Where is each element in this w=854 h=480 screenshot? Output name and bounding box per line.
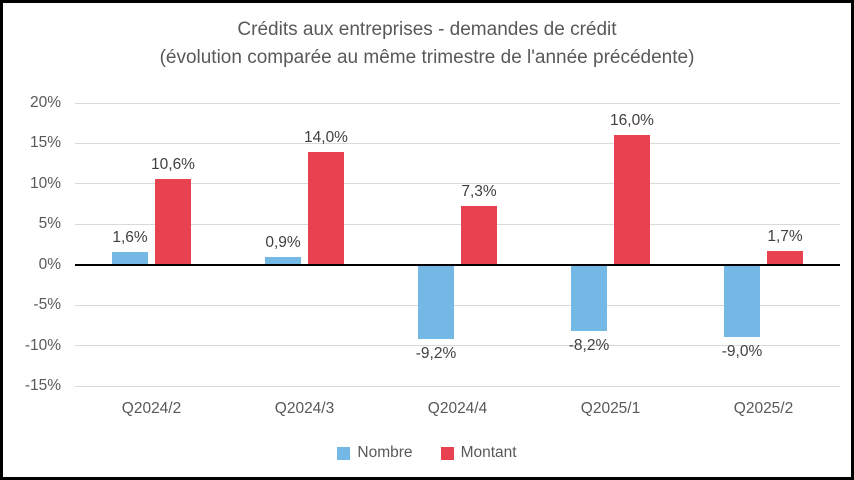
x-tick-label: Q2024/2: [121, 400, 182, 417]
data-label: -8,2%: [568, 337, 610, 355]
y-tick-label: 5%: [38, 215, 61, 233]
data-label: 0,9%: [265, 234, 301, 252]
data-label: 16,0%: [610, 112, 654, 130]
data-label: -9,0%: [721, 343, 763, 361]
legend-item-nombre: Nombre: [337, 444, 413, 462]
y-tick-label: 20%: [29, 94, 61, 111]
y-tick-label: 0%: [38, 255, 61, 273]
montant-bar-q2025-1: [614, 135, 650, 265]
gridline: [75, 385, 840, 387]
legend-item-montant: Montant: [440, 444, 517, 462]
gridline: [75, 102, 840, 104]
y-tick-label: 10%: [29, 174, 61, 192]
nombre-bar-q2025-1: [571, 264, 607, 331]
montant-bar-q2024-4: [461, 205, 497, 265]
y-tick-label: -15%: [24, 377, 61, 394]
gridline: [75, 304, 840, 306]
chart-legend: Nombre Montant: [3, 444, 851, 462]
gridline: [75, 142, 840, 144]
x-tick-label: Q2024/4: [427, 400, 488, 417]
x-tick-label: Q2025/1: [580, 400, 641, 417]
legend-label-montant: Montant: [460, 444, 517, 461]
data-label: 10,6%: [151, 156, 195, 173]
gridline: [75, 223, 840, 225]
montant-bar-q2025-2: [767, 250, 803, 265]
nombre-bar-q2024-3: [265, 257, 301, 265]
gridline: [75, 345, 840, 347]
chart-subtitle: (évolution comparée au même trimestre de…: [159, 47, 695, 68]
legend-swatch-nombre-icon: [337, 446, 351, 460]
legend-label-nombre: Nombre: [357, 444, 413, 461]
data-label: 7,3%: [461, 182, 497, 200]
nombre-bar-q2024-4: [418, 264, 454, 340]
y-axis-labels: 20% 15% 10% 5% 0% -5% -10% -15%: [3, 94, 61, 394]
legend-swatch-montant-icon: [440, 446, 454, 460]
nombre-bar-q2024-2: [112, 251, 148, 265]
x-tick-label: Q2025/2: [733, 400, 794, 417]
nombre-bar-q2025-2: [724, 264, 760, 338]
zero-axis-line: [75, 263, 840, 266]
data-label: -9,2%: [415, 345, 457, 363]
chart-title-block: Crédits aux entreprises - demandes de cr…: [3, 16, 851, 72]
y-tick-label: 15%: [29, 134, 61, 152]
data-label: 1,6%: [112, 228, 148, 246]
y-tick-label: -10%: [24, 336, 61, 354]
y-tick-label: -5%: [33, 296, 61, 314]
gridline: [75, 183, 840, 185]
montant-bar-q2024-3: [308, 151, 344, 265]
data-label: 1,7%: [767, 227, 803, 245]
data-label: 14,0%: [304, 128, 348, 146]
plot-area: 1,6% 10,6% 0,9% 14,0% -9,2% 7,3% -8,2% 16,0% -9,…: [75, 102, 840, 387]
x-tick-label: Q2024/3: [274, 400, 335, 417]
x-axis-labels: Q2024/2 Q2024/3 Q2024/4 Q2025/1 Q2025/2: [75, 400, 840, 418]
montant-bar-q2024-2: [155, 179, 191, 265]
chart-title: Crédits aux entreprises - demandes de cr…: [237, 19, 617, 40]
